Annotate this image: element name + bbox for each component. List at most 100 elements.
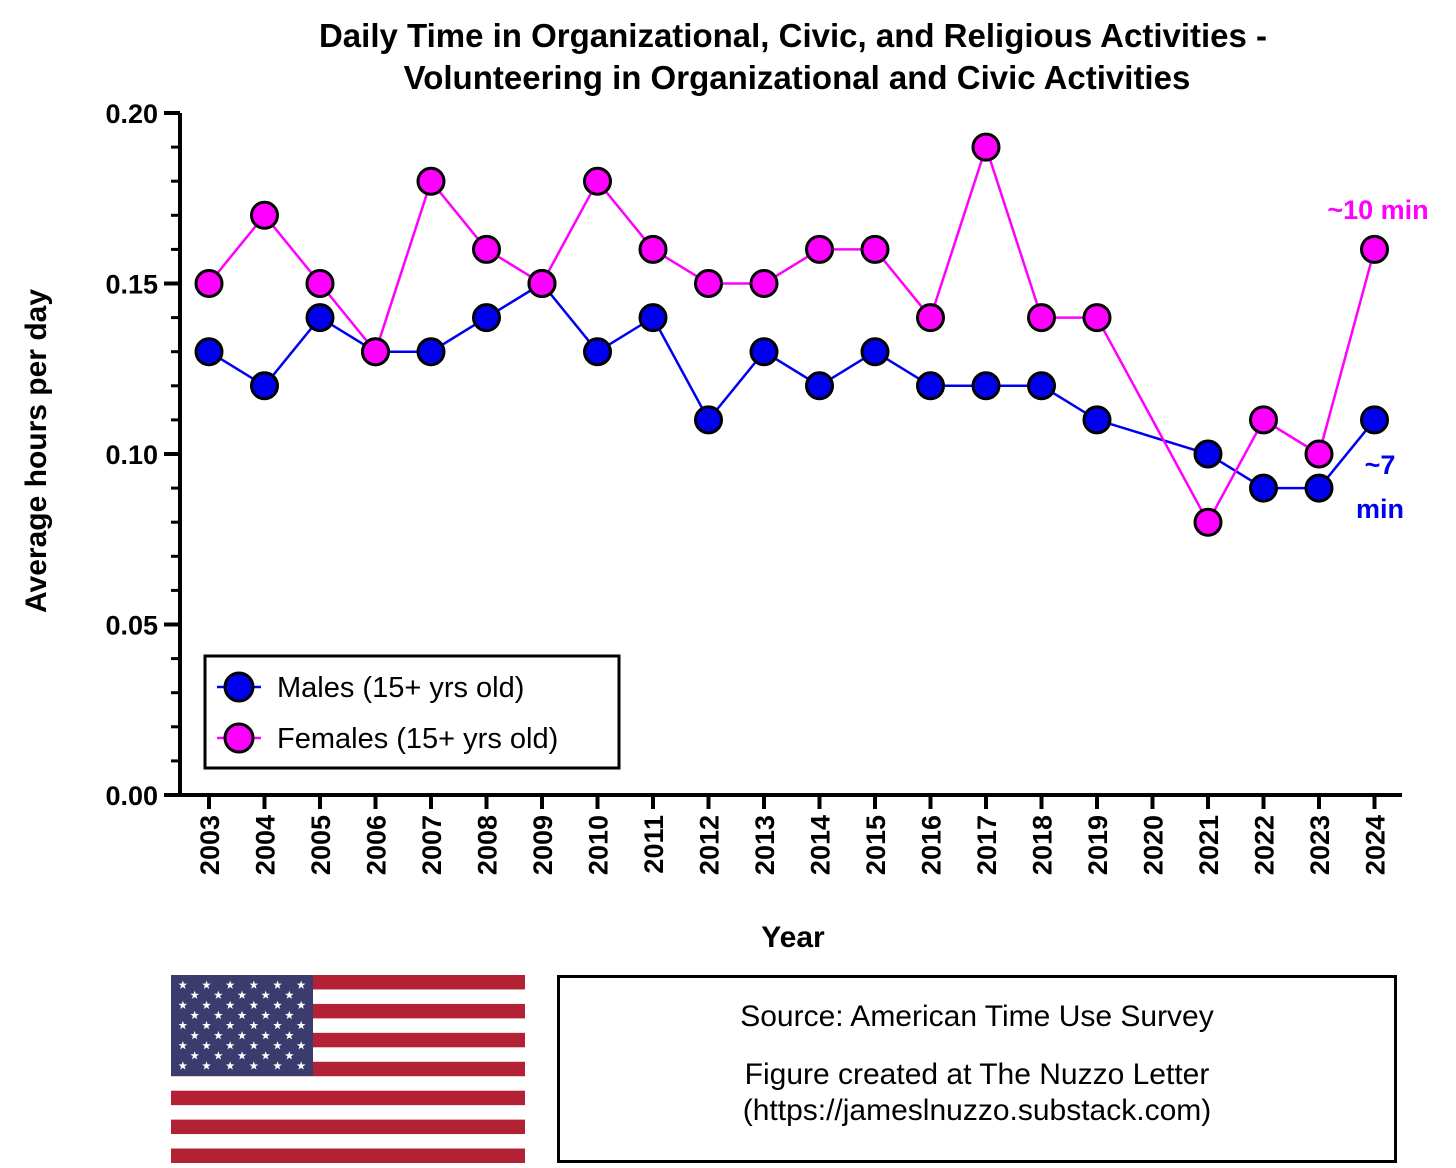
flag-star-icon xyxy=(237,990,247,999)
data-point-females xyxy=(472,234,501,264)
data-point-males xyxy=(416,337,446,367)
x-tick-label: 2009 xyxy=(528,815,558,875)
x-tick-label: 2015 xyxy=(861,815,891,875)
flag-star-icon xyxy=(178,1000,188,1010)
flag-star-icon xyxy=(202,980,211,989)
data-point-males xyxy=(1193,439,1223,469)
y-tick-label: 0.20 xyxy=(105,99,158,129)
flag-canton xyxy=(171,975,313,1076)
flag-star-icon xyxy=(273,1000,282,1010)
x-tick-label: 2011 xyxy=(639,815,669,874)
data-point-males xyxy=(694,405,723,435)
x-tick-label: 2022 xyxy=(1250,815,1280,875)
legend: Males (15+ yrs old) Females (15+ yrs old… xyxy=(203,654,621,770)
x-tick-label: 2016 xyxy=(917,815,947,875)
flag-star-icon xyxy=(190,990,200,999)
legend-label-females: Females (15+ yrs old) xyxy=(277,723,558,755)
x-tick-label: 2024 xyxy=(1361,815,1391,875)
source-text: Source: American Time Use Survey xyxy=(740,1000,1214,1033)
flag-star-icon xyxy=(237,1010,247,1020)
x-tick-label: 2017 xyxy=(972,815,1002,875)
flag-star-icon xyxy=(296,1061,306,1070)
data-point-females xyxy=(805,234,834,264)
x-tick-label: 2012 xyxy=(695,815,725,875)
data-point-females xyxy=(860,234,890,264)
flag-star-icon xyxy=(225,1000,235,1010)
y-tick-label: 0.10 xyxy=(105,440,158,470)
data-point-males xyxy=(305,303,335,333)
data-point-females xyxy=(694,269,723,298)
flag-stripe xyxy=(171,1105,525,1120)
data-point-females xyxy=(305,269,335,298)
x-tick-label: 2021 xyxy=(1194,815,1224,875)
flag-star-icon xyxy=(213,1051,223,1060)
data-point-males xyxy=(472,303,501,333)
x-tick-label: 2013 xyxy=(750,815,780,875)
flag-star-icon xyxy=(296,1041,306,1050)
data-point-males xyxy=(194,337,224,367)
flag-star-icon xyxy=(273,980,282,989)
flag-star-icon xyxy=(202,1020,211,1030)
x-tick-label: 2020 xyxy=(1139,815,1169,875)
us-flag xyxy=(171,975,525,1163)
flag-star-icon xyxy=(225,1020,235,1030)
chart-title-line2: Volunteering in Organizational and Civic… xyxy=(404,59,1191,96)
legend-box xyxy=(203,654,621,770)
data-point-males xyxy=(1249,473,1278,503)
flag-star-icon xyxy=(249,1041,259,1050)
data-point-females xyxy=(194,269,224,298)
flag-star-icon xyxy=(213,990,223,999)
data-point-males xyxy=(250,371,279,401)
data-point-females xyxy=(250,200,279,230)
data-point-females xyxy=(1304,439,1334,469)
x-tick-label: 2014 xyxy=(806,815,836,875)
data-point-males xyxy=(749,337,779,367)
data-point-males xyxy=(916,371,945,401)
flag-star-icon xyxy=(249,980,259,989)
x-axis-label: Year xyxy=(761,921,825,954)
flag-star-icon xyxy=(178,1020,188,1030)
flag-star-icon xyxy=(249,1061,259,1070)
data-point-males xyxy=(1082,405,1112,435)
data-point-males xyxy=(971,371,1001,401)
flag-stars xyxy=(178,980,306,1070)
flag-star-icon xyxy=(178,1061,188,1070)
flag-star-icon xyxy=(273,1041,282,1050)
data-point-females xyxy=(749,269,779,298)
flag-star-icon xyxy=(190,1010,200,1020)
x-tick-label: 2005 xyxy=(306,815,336,875)
source-box: Source: American Time Use Survey Figure … xyxy=(557,975,1397,1163)
x-tick-label: 2006 xyxy=(362,815,392,875)
flag-star-icon xyxy=(261,1010,271,1020)
flag-star-icon xyxy=(237,1051,247,1060)
flag-star-icon xyxy=(178,980,188,989)
data-point-females xyxy=(416,166,446,196)
y-axis-label: Average hours per day xyxy=(20,289,53,613)
flag-star-icon xyxy=(225,1061,235,1070)
data-point-females xyxy=(1360,234,1389,264)
credit-url-text: (https://jameslnuzzo.substack.com) xyxy=(742,1094,1212,1127)
chart-title-line1: Daily Time in Organizational, Civic, and… xyxy=(319,17,1267,54)
y-tick-label: 0.05 xyxy=(105,611,158,641)
annotation-males-line2: min xyxy=(1356,494,1404,524)
flag-star-icon xyxy=(273,1020,282,1030)
legend-marker-females xyxy=(223,722,255,754)
flag-star-icon xyxy=(178,1041,188,1050)
data-point-males xyxy=(583,337,612,367)
flag-star-icon xyxy=(202,1000,211,1010)
data-point-males xyxy=(1027,371,1056,401)
flag-star-icon xyxy=(202,1041,211,1050)
y-tick-label: 0.00 xyxy=(105,781,158,811)
flag-stripe xyxy=(171,1148,525,1163)
data-point-females xyxy=(971,132,1001,162)
flag-star-icon xyxy=(261,990,271,999)
flag-star-icon xyxy=(249,1020,259,1030)
x-tick-label: 2007 xyxy=(417,815,447,875)
flag-star-icon xyxy=(296,1000,306,1010)
flag-stripe xyxy=(171,1090,525,1106)
data-point-females xyxy=(527,269,557,298)
data-point-males xyxy=(805,371,834,401)
x-tick-label: 2010 xyxy=(584,815,614,875)
data-point-females xyxy=(1082,303,1112,333)
flag-star-icon xyxy=(296,980,306,989)
